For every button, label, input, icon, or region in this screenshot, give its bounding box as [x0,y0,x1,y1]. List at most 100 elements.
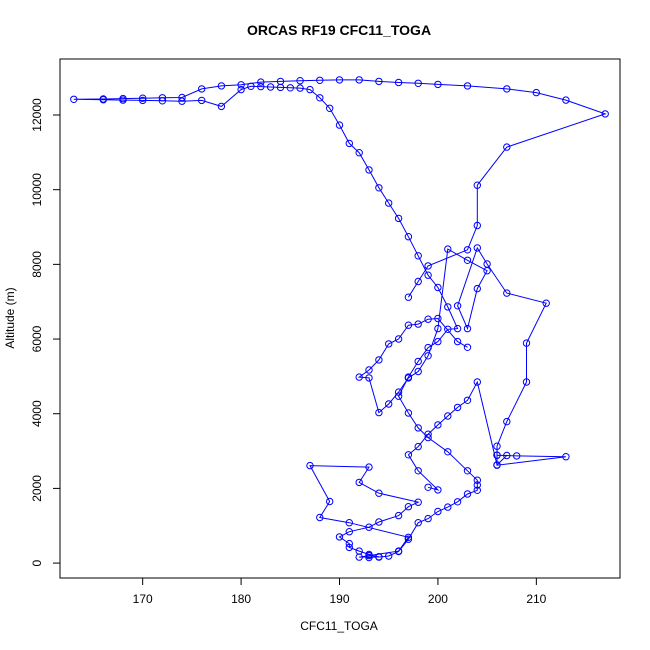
data-point [394,547,403,556]
y-tick-label: 10000 [30,173,44,207]
data-point [473,244,481,252]
data-point [434,324,442,333]
data-point [424,483,432,491]
data-point [473,221,481,230]
data-point [385,552,393,560]
x-tick-label: 180 [231,592,251,606]
data-point [424,352,432,360]
data-point [522,378,531,386]
data-point [345,519,353,527]
data-point [394,511,403,520]
data-point [404,451,413,459]
data-point [434,486,442,494]
data-point [444,448,452,456]
data-point [404,535,413,543]
data-point [414,357,422,366]
data-point [139,96,147,105]
data-point [463,324,472,333]
data-point [217,102,226,111]
data-point [513,452,521,460]
data-point [276,77,285,86]
data-point [503,451,511,460]
data-point [306,461,314,470]
series-layer [70,76,609,562]
data-point [503,417,511,426]
data-point [375,518,383,526]
data-point [532,88,540,97]
data-point [424,430,432,438]
data-point [404,321,413,329]
data-point [601,110,609,118]
data-point [493,461,501,469]
data-point [503,85,511,93]
data-point [463,467,472,475]
data-point [503,289,511,297]
data-point [355,149,363,157]
data-point [375,184,383,192]
data-point [306,85,314,94]
data-point [463,256,472,264]
data-point [424,514,432,523]
data-point [139,94,147,102]
data-point [375,77,383,86]
data-point [444,412,452,420]
data-point [483,267,491,275]
data-point [463,343,472,351]
data-point [286,84,294,92]
data-point [404,503,413,511]
data-point [257,82,265,91]
data-point [375,489,383,497]
data-point [562,453,570,461]
data-point [404,233,413,241]
data-point [473,486,481,494]
data-point [345,539,353,548]
x-axis-label: CFC11_TOGA [300,619,378,633]
data-point [385,400,393,408]
data-point [434,283,442,292]
data-point [296,77,304,85]
data-point [345,543,353,552]
data-point [394,388,403,396]
series-line-1 [73,79,607,558]
data-point [365,463,373,471]
chart-title: ORCAS RF19 CFC11_TOGA [247,22,431,38]
x-tick-label: 200 [428,592,448,606]
data-point [562,96,570,104]
data-point [316,513,324,522]
data-point [375,356,383,364]
data-point [414,442,422,451]
data-point [355,76,363,84]
data-point [335,76,344,84]
x-tick-label: 210 [526,592,546,606]
data-point [444,325,452,333]
x-tick-label: 190 [329,592,349,606]
data-point [99,95,108,103]
data-point [473,378,481,386]
data-point [444,503,452,511]
data-point [424,271,432,279]
data-point [404,533,413,541]
data-point [463,82,472,90]
data-point [453,403,462,412]
data-point [463,490,472,498]
data-point [404,293,413,301]
data-point [158,94,167,102]
data-point [414,519,422,527]
data-point [404,409,413,417]
data-point [119,94,127,103]
y-tick-label: 12000 [30,98,44,132]
data-point [453,498,462,506]
data-point [444,245,452,253]
data-point [414,79,422,88]
y-axis-label: Altitude (m) [3,287,17,348]
data-point [394,335,403,343]
y-tick-label: 4000 [30,400,44,427]
data-point [394,214,403,223]
data-point [247,82,255,91]
data-point [434,507,442,516]
data-point [335,533,344,541]
data-point [316,94,324,102]
data-point [385,199,393,207]
data-point [414,252,422,260]
